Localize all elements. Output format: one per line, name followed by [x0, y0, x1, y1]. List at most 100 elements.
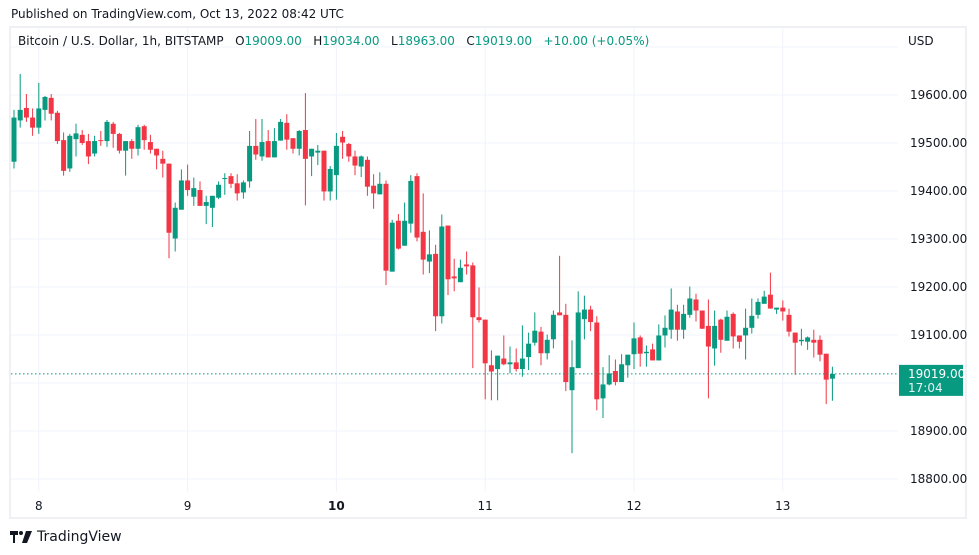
candle-body — [240, 182, 246, 193]
candle-body — [643, 351, 649, 354]
candle-up — [457, 259, 463, 283]
candle-body — [433, 253, 439, 317]
tradingview-brand: TradingView — [37, 529, 122, 545]
candles — [11, 73, 835, 454]
candle-body — [538, 331, 544, 354]
candle-down — [48, 94, 54, 121]
candle-body — [290, 138, 296, 149]
candle-body — [36, 108, 42, 128]
candle-body — [693, 299, 699, 311]
candle-down — [364, 156, 370, 196]
candle-up — [296, 130, 302, 156]
candle-body — [414, 176, 420, 238]
candle-body — [402, 220, 408, 246]
candle-up — [495, 355, 501, 401]
candle-body — [85, 141, 91, 157]
candle-up — [104, 119, 110, 147]
candle-up — [327, 166, 333, 201]
tradingview-logo[interactable]: TradingView — [10, 529, 122, 545]
candle-body — [780, 307, 786, 312]
candle-up — [681, 304, 687, 339]
candle-down — [538, 326, 544, 366]
y-tick-label: 19600.00 — [910, 88, 967, 102]
candle-body — [519, 358, 525, 370]
candle-body — [135, 127, 141, 149]
candle-body — [699, 310, 705, 329]
candle-body — [662, 327, 668, 336]
candle-body — [389, 222, 395, 272]
candle-down — [693, 293, 699, 322]
currency-label[interactable]: USD — [908, 34, 934, 48]
candle-body — [631, 338, 637, 355]
y-tick-label: 19100.00 — [910, 328, 967, 342]
candle-down — [185, 164, 191, 196]
candle-body — [265, 141, 271, 158]
candle-body — [333, 145, 339, 176]
candle-up — [73, 123, 79, 157]
candle-body — [544, 339, 550, 354]
candle-body — [234, 183, 240, 194]
y-tick-label: 19400.00 — [910, 184, 967, 198]
candle-up — [178, 169, 184, 210]
candle-down — [482, 319, 488, 400]
candle-up — [172, 202, 178, 252]
candle-body — [811, 339, 817, 343]
y-tick-label: 19300.00 — [910, 232, 967, 246]
candle-up — [36, 83, 42, 134]
candle-down — [612, 359, 618, 386]
candle-body — [166, 163, 172, 233]
candle-up — [507, 346, 513, 374]
candle-body — [172, 207, 178, 239]
candle-body — [209, 195, 215, 208]
candle-body — [476, 317, 482, 321]
candle-body — [470, 265, 476, 318]
candle-down — [637, 335, 643, 367]
candle-down — [160, 150, 166, 178]
low-value: 18963.00 — [397, 34, 455, 48]
candle-down — [79, 130, 85, 145]
last-price-badge — [899, 364, 963, 396]
candle-body — [67, 135, 73, 169]
candle-body — [364, 159, 370, 187]
candle-down — [383, 180, 389, 286]
candle-up — [17, 73, 23, 128]
candle-down — [290, 138, 296, 154]
candle-body — [123, 141, 129, 151]
candle-up — [309, 148, 315, 177]
published-caption: Published on TradingView.com, Oct 13, 20… — [11, 7, 344, 21]
candle-up — [755, 298, 761, 319]
candle-body — [606, 373, 612, 385]
candle-up — [358, 155, 364, 178]
candle-body — [395, 220, 401, 249]
symbol-legend: Bitcoin / U.S. Dollar, 1h, BITSTAMP O190… — [18, 34, 649, 48]
candle-body — [340, 136, 346, 143]
candle-body — [371, 185, 377, 194]
candle-body — [408, 180, 414, 224]
candle-up — [408, 175, 414, 233]
candle-body — [674, 311, 680, 330]
candle-up — [526, 332, 532, 371]
candle-body — [457, 267, 463, 283]
candle-body — [730, 313, 736, 337]
candle-up — [532, 312, 538, 346]
candle-body — [575, 312, 581, 369]
change-value: +10.00 (+0.05%) — [543, 34, 650, 48]
x-tick-label: 13 — [775, 499, 790, 513]
candle-body — [488, 365, 494, 372]
open-label: O — [235, 34, 245, 48]
x-tick-label: 11 — [478, 499, 493, 513]
candle-body — [247, 145, 253, 182]
candle-up — [687, 286, 693, 318]
candle-body — [495, 355, 501, 370]
candle-down — [116, 132, 122, 154]
candle-down — [371, 174, 377, 209]
candle-body — [668, 309, 674, 330]
candle-body — [687, 298, 693, 315]
candle-body — [823, 353, 829, 380]
candle-up — [259, 119, 265, 161]
candle-body — [79, 134, 85, 143]
candle-body — [129, 141, 135, 149]
candle-body — [228, 176, 234, 184]
candle-up — [544, 334, 550, 360]
